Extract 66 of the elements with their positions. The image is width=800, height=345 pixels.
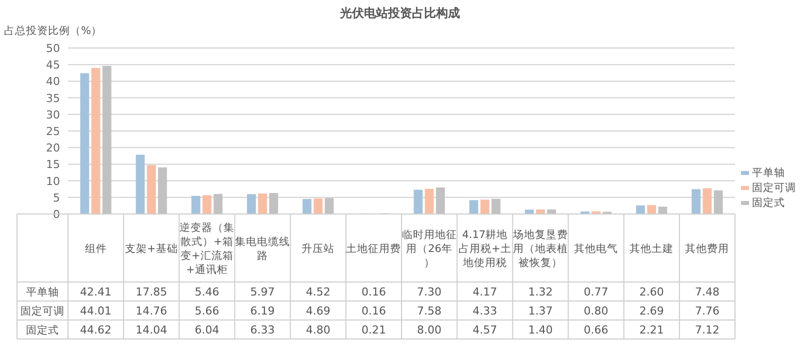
data-label: 7.58 [417, 304, 442, 318]
data-label: 5.46 [194, 286, 220, 298]
x-tick-label: 集电电缆线路 [235, 235, 290, 262]
data-label: 4.69 [306, 304, 330, 318]
x-tick-label: 场地复垦费用（地表植被恢复） [512, 228, 568, 269]
data-label: 0.16 [361, 304, 386, 318]
y-tick-label: 50 [46, 42, 60, 55]
y-tick-label: 40 [46, 75, 60, 88]
y-tick-label: 30 [46, 108, 60, 122]
data-label: 6.04 [194, 324, 220, 336]
data-label: 2.69 [639, 304, 664, 318]
data-label: 7.76 [694, 304, 720, 318]
x-tick-label: 其他电气 [574, 242, 618, 255]
text: 平单轴 [26, 286, 59, 298]
y-tick-label: 35 [46, 92, 60, 105]
data-label: 0.80 [584, 304, 608, 318]
data-label: 42.41 [80, 286, 112, 298]
x-tick-label: 支架+基础 [124, 242, 178, 255]
data-label: 7.48 [694, 286, 720, 298]
data-label: 4.57 [472, 324, 498, 336]
legend-label: 平单轴 [752, 166, 785, 179]
data-label: 4.52 [306, 286, 330, 298]
data-label: 14.04 [136, 324, 168, 336]
data-label: 1.32 [528, 286, 553, 298]
x-tick-label: 逆变器（集散式）+箱变+汇流箱+通讯柜 [179, 221, 234, 276]
data-label: 14.76 [136, 304, 168, 318]
data-label: 8.00 [417, 324, 442, 336]
x-tick-label: 4.17耕地占用税+土地使用税 [458, 228, 512, 269]
data-label: 5.66 [194, 304, 220, 318]
x-tick-label: 组件 [84, 243, 107, 255]
y-axis-title: 占总投资比例（%） [4, 24, 102, 37]
data-label: 1.40 [528, 324, 553, 336]
data-label: 44.01 [80, 304, 112, 318]
x-tick-label: 升压站 [302, 242, 335, 255]
y-tick-label: 25 [46, 125, 60, 138]
y-tick-label: 5 [53, 191, 60, 204]
data-label: 1.37 [528, 304, 553, 318]
data-label: 44.62 [80, 324, 112, 336]
text: 固定可调 [20, 306, 64, 318]
legend-label: 固定可调 [752, 181, 796, 194]
y-tick-label: 45 [46, 58, 60, 72]
y-tick-label: 15 [46, 158, 60, 172]
data-label: 0.16 [361, 286, 386, 298]
data-label: 17.85 [136, 286, 168, 298]
data-label: 0.66 [584, 324, 608, 336]
x-tick-label: 临时用地征用（26年） [402, 228, 457, 269]
y-tick-label: 10 [46, 174, 60, 188]
chart-title: 光伏电站投资占比构成 [339, 6, 460, 20]
data-label: 0.77 [584, 286, 608, 298]
data-label: 0.21 [361, 324, 386, 336]
data-label: 2.21 [639, 324, 664, 336]
x-tick-label: 土地征用费 [346, 242, 402, 255]
data-label: 7.12 [694, 324, 720, 336]
x-tick-label: 其他土建 [630, 242, 674, 255]
x-tick-label: 其他费用 [685, 242, 730, 255]
data-label: 6.33 [250, 324, 275, 336]
data-label: 4.17 [472, 286, 498, 298]
data-label: 7.30 [417, 286, 442, 298]
data-label: 2.60 [639, 286, 664, 298]
data-label: 4.80 [306, 324, 330, 336]
legend-label: 固定式 [752, 196, 785, 209]
text: 固定式 [26, 324, 59, 336]
data-label: 4.33 [472, 304, 498, 318]
data-label: 6.19 [250, 304, 275, 318]
y-tick-label: 20 [46, 142, 60, 155]
data-label: 5.97 [250, 286, 275, 298]
